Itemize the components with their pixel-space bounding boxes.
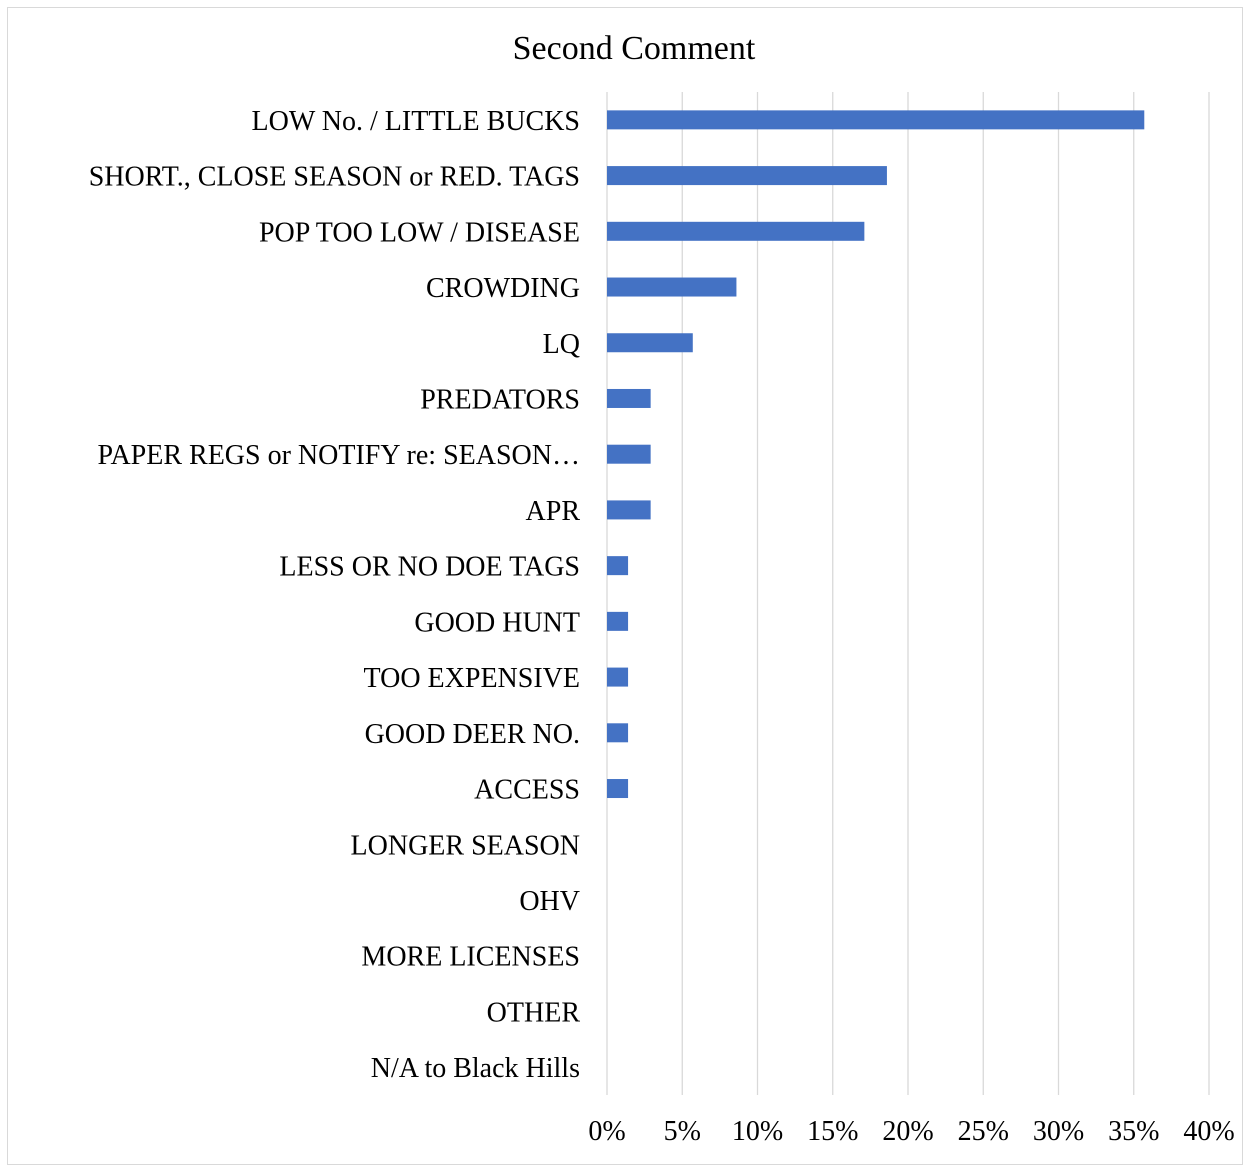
category-label: GOOD HUNT (414, 607, 580, 638)
x-tick-label: 35% (1108, 1116, 1159, 1147)
category-label: PAPER REGS or NOTIFY re: SEASON… (97, 440, 580, 471)
x-tick-label: 25% (958, 1116, 1009, 1147)
category-label: OHV (519, 886, 580, 917)
x-tick-label: 20% (882, 1116, 933, 1147)
bar (607, 779, 629, 799)
bar (607, 556, 629, 576)
chart-title: Second Comment (512, 30, 756, 67)
x-tick-label: 30% (1033, 1116, 1084, 1147)
grid-lines (606, 92, 1210, 1095)
x-tick-label: 40% (1183, 1116, 1234, 1147)
x-tick-label: 15% (807, 1116, 858, 1147)
category-label: GOOD DEER NO. (365, 719, 580, 750)
bar (607, 221, 865, 241)
category-label: LQ (543, 329, 580, 360)
category-label: SHORT., CLOSE SEASON or RED. TAGS (89, 162, 580, 193)
x-tick-label: 10% (732, 1116, 783, 1147)
bar (607, 333, 693, 353)
x-tick-labels: 0% 5% 10% 15% 20% 25% 30% 35% 40% (588, 1116, 1234, 1147)
category-label: ACCESS (474, 775, 580, 806)
category-label: LONGER SEASON (351, 830, 580, 861)
category-label: POP TOO LOW / DISEASE (259, 217, 580, 248)
bar (607, 444, 651, 464)
bar (607, 723, 629, 743)
x-tick-label: 5% (664, 1116, 701, 1147)
category-label: APR (526, 496, 581, 527)
category-label: MORE LICENSES (361, 942, 580, 973)
bar (607, 611, 629, 631)
category-label: TOO EXPENSIVE (364, 663, 580, 694)
bar (607, 388, 651, 408)
bar (607, 277, 737, 297)
bar (607, 166, 887, 186)
category-label: N/A to Black Hills (371, 1053, 580, 1084)
bar (607, 110, 1145, 130)
category-label: LESS OR NO DOE TAGS (279, 552, 580, 583)
bar (607, 500, 651, 520)
category-labels: LOW No. / LITTLE BUCKS SHORT., CLOSE SEAS… (89, 106, 581, 1084)
x-tick-label: 0% (588, 1116, 625, 1147)
category-label: CROWDING (426, 273, 580, 304)
category-label: LOW No. / LITTLE BUCKS (252, 106, 580, 137)
bars (607, 110, 1145, 799)
chart-frame (7, 7, 1243, 1165)
category-label: OTHER (487, 997, 581, 1028)
category-label: PREDATORS (420, 384, 580, 415)
bar (607, 667, 629, 687)
